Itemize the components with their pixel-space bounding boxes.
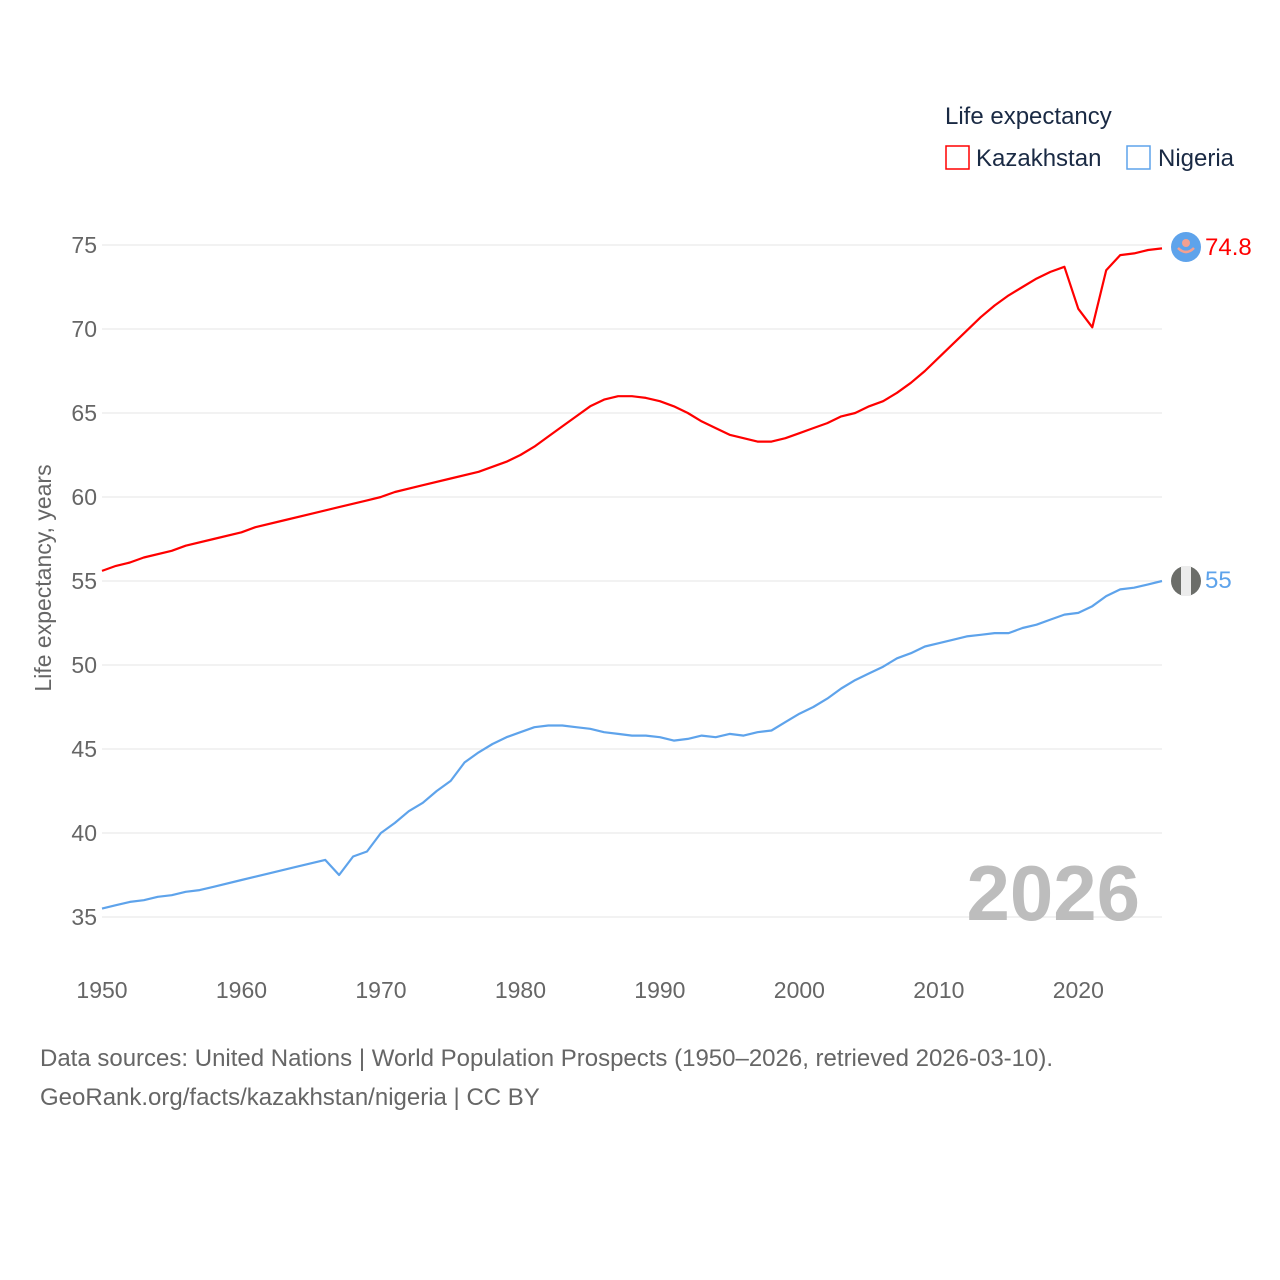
- legend-label-nigeria: Nigeria: [1158, 145, 1235, 172]
- gridlines: [102, 244, 1162, 918]
- x-tick-label: 1970: [355, 977, 406, 1003]
- y-tick-label: 60: [71, 484, 97, 510]
- y-tick-label: 75: [71, 232, 97, 258]
- series-line-kazakhstan: [101, 247, 1163, 572]
- x-tick-label: 2020: [1053, 977, 1104, 1003]
- series-lines: [101, 247, 1163, 910]
- legend-item-nigeria[interactable]: Nigeria: [1126, 145, 1235, 172]
- y-tick-label: 45: [71, 736, 97, 762]
- y-tick-label: 35: [71, 904, 97, 930]
- y-tick-label: 50: [71, 652, 97, 678]
- legend-title: Life expectancy: [945, 103, 1112, 130]
- y-axis-ticks: 35 40 45 50 55 60 65 70 75: [71, 232, 97, 930]
- footer-sources: Data sources: United Nations | World Pop…: [40, 1045, 1054, 1072]
- y-tick-label: 40: [71, 820, 97, 846]
- kazakhstan-flag-icon: [1171, 232, 1201, 262]
- y-tick-label: 55: [71, 568, 97, 594]
- x-tick-label: 1950: [76, 977, 127, 1003]
- kazakhstan-end-label: 74.8: [1205, 234, 1252, 261]
- x-tick-label: 2000: [774, 977, 825, 1003]
- year-watermark: 2026: [966, 849, 1140, 937]
- y-axis-label: Life expectancy, years: [30, 464, 56, 691]
- x-tick-label: 1990: [634, 977, 685, 1003]
- series-line-nigeria: [101, 579, 1163, 910]
- y-tick-label: 70: [71, 316, 97, 342]
- legend-label-kazakhstan: Kazakhstan: [976, 145, 1101, 172]
- x-tick-label: 2010: [913, 977, 964, 1003]
- y-tick-label: 65: [71, 400, 97, 426]
- legend-item-kazakhstan[interactable]: Kazakhstan: [945, 145, 1101, 172]
- x-tick-label: 1980: [495, 977, 546, 1003]
- x-axis-ticks: 1950 1960 1970 1980 1990 2000 2010 2020: [76, 977, 1103, 1003]
- nigeria-end-label: 55: [1205, 567, 1232, 594]
- nigeria-flag-icon: [1171, 566, 1201, 596]
- x-tick-label: 1960: [216, 977, 267, 1003]
- footer-attribution[interactable]: GeoRank.org/facts/kazakhstan/nigeria | C…: [40, 1084, 540, 1111]
